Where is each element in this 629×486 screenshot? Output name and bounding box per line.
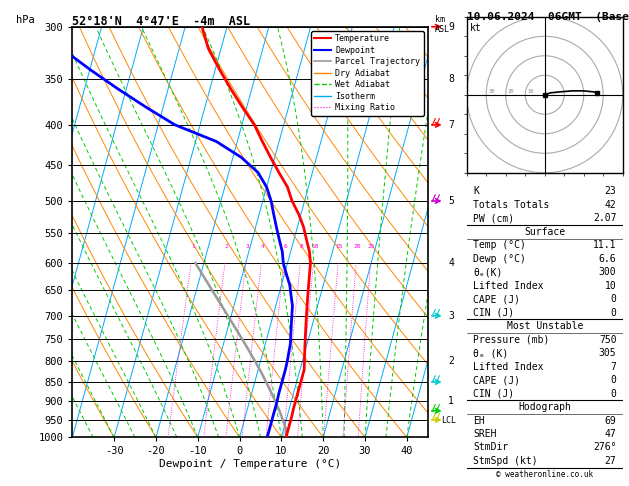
Text: 10: 10 [604,281,616,291]
Text: Hodograph: Hodograph [518,402,571,412]
Text: 2: 2 [225,244,228,249]
Text: Surface: Surface [524,227,565,237]
Text: hPa: hPa [16,15,35,25]
Text: 0: 0 [611,294,616,304]
Text: 9: 9 [448,22,454,32]
Text: Temp (°C): Temp (°C) [473,240,526,250]
Text: K: K [473,187,479,196]
Text: 5: 5 [448,196,454,206]
Text: 52°18'N  4°47'E  -4m  ASL: 52°18'N 4°47'E -4m ASL [72,15,250,28]
Text: PW (cm): PW (cm) [473,213,514,224]
Text: SREH: SREH [473,429,496,439]
Text: 1: 1 [448,397,454,406]
Text: 4: 4 [261,244,264,249]
Text: CIN (J): CIN (J) [473,308,514,318]
Text: Lifted Index: Lifted Index [473,281,543,291]
Text: 15: 15 [335,244,343,249]
Legend: Temperature, Dewpoint, Parcel Trajectory, Dry Adiabat, Wet Adiabat, Isotherm, Mi: Temperature, Dewpoint, Parcel Trajectory… [311,31,423,116]
Text: kt: kt [470,23,482,33]
Text: Dewp (°C): Dewp (°C) [473,254,526,264]
Text: 7: 7 [448,120,454,130]
Text: 10: 10 [527,89,533,94]
X-axis label: Dewpoint / Temperature (°C): Dewpoint / Temperature (°C) [159,459,341,469]
Text: km
ASL: km ASL [435,15,450,34]
Text: 23: 23 [604,187,616,196]
Text: Lifted Index: Lifted Index [473,362,543,372]
Text: 2: 2 [448,356,454,366]
Text: 1: 1 [191,244,194,249]
Text: 11.1: 11.1 [593,240,616,250]
Text: 276°: 276° [593,442,616,452]
Text: EH: EH [473,416,485,426]
Text: LCL: LCL [441,416,456,425]
Text: 7: 7 [611,362,616,372]
Text: Totals Totals: Totals Totals [473,200,549,210]
Text: θₑ(K): θₑ(K) [473,267,503,278]
Text: 300: 300 [599,267,616,278]
Text: StmDir: StmDir [473,442,508,452]
Text: 2.07: 2.07 [593,213,616,224]
Text: 25: 25 [368,244,376,249]
Text: 10: 10 [311,244,318,249]
Text: CAPE (J): CAPE (J) [473,294,520,304]
Text: 69: 69 [604,416,616,426]
Text: 8: 8 [448,74,454,84]
Text: StmSpd (kt): StmSpd (kt) [473,456,538,466]
Text: 20: 20 [353,244,361,249]
Text: 6.6: 6.6 [599,254,616,264]
Text: 305: 305 [599,348,616,358]
Text: 10.06.2024  06GMT  (Base: 12): 10.06.2024 06GMT (Base: 12) [467,12,629,22]
Text: 3: 3 [245,244,249,249]
Text: θₑ (K): θₑ (K) [473,348,508,358]
Text: CAPE (J): CAPE (J) [473,375,520,385]
Text: 27: 27 [604,456,616,466]
Text: 42: 42 [604,200,616,210]
Text: 47: 47 [604,429,616,439]
Text: CIN (J): CIN (J) [473,388,514,399]
Text: Most Unstable: Most Unstable [506,321,583,331]
Text: 0: 0 [611,375,616,385]
Text: 6: 6 [283,244,287,249]
Text: 750: 750 [599,335,616,345]
Text: 20: 20 [508,89,514,94]
Text: Pressure (mb): Pressure (mb) [473,335,549,345]
Text: 30: 30 [488,89,494,94]
Text: © weatheronline.co.uk: © weatheronline.co.uk [496,470,593,479]
Text: 3: 3 [448,311,454,321]
Text: 8: 8 [299,244,303,249]
Text: 0: 0 [611,308,616,318]
Text: 4: 4 [448,258,454,268]
Text: 0: 0 [611,388,616,399]
